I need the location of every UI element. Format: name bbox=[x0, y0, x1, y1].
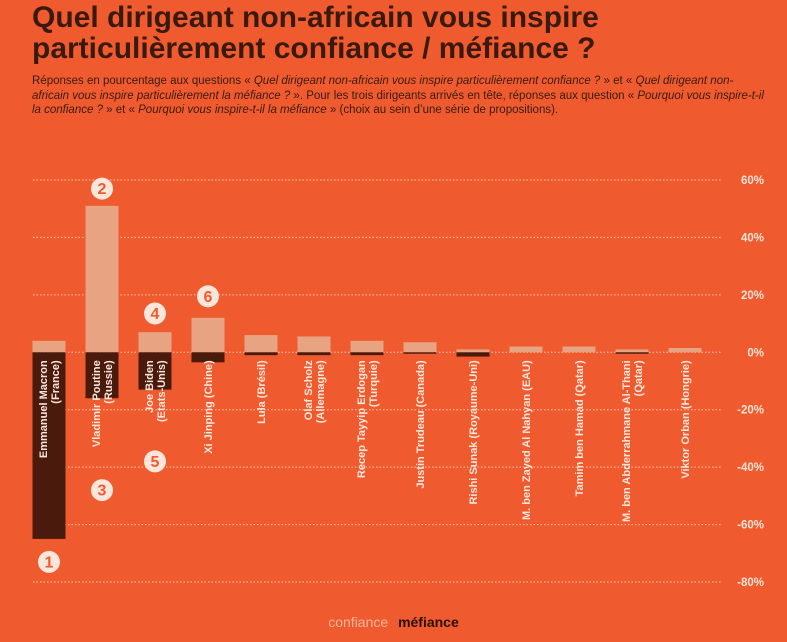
bar-confiance bbox=[85, 205, 119, 353]
category-label: Vladimir Poutine bbox=[91, 360, 103, 447]
bar-mefiance bbox=[138, 352, 172, 390]
title-line-2: particulièrement confiance / méfiance ? bbox=[32, 32, 596, 65]
subtitle-question-4: Pourquoi vous inspire-t-il la méfiance bbox=[138, 104, 327, 116]
category-label: Lula (Brésil) bbox=[256, 360, 268, 424]
category-label: (Turquie) bbox=[368, 360, 380, 407]
subtitle-text-5: » (choix au sein d’une série de proposit… bbox=[326, 104, 559, 116]
bar-confiance bbox=[138, 332, 172, 353]
chart-subtitle: Réponses en pourcentage aux questions « … bbox=[32, 74, 770, 118]
bar-confiance bbox=[191, 317, 225, 353]
bar-mefiance bbox=[244, 352, 278, 356]
y-tick-label: -20% bbox=[737, 405, 764, 417]
y-tick-label: -40% bbox=[737, 462, 764, 474]
subtitle-text-2: » et « bbox=[600, 75, 636, 87]
category-label: Emmanuel Macron bbox=[38, 360, 50, 458]
y-tick-label: 40% bbox=[741, 232, 764, 244]
subtitle-text-4: » et « bbox=[102, 104, 139, 116]
bar-mefiance bbox=[297, 352, 331, 356]
bar-mefiance bbox=[85, 352, 119, 399]
y-tick-label: 60% bbox=[741, 175, 764, 187]
bar-mefiance bbox=[32, 352, 66, 539]
category-label: (France) bbox=[50, 360, 62, 404]
bar-confiance bbox=[615, 349, 649, 353]
category-label: (Allemagne) bbox=[315, 360, 327, 423]
category-label: M. ben Abderrahmane Al-Thani bbox=[621, 360, 633, 522]
category-label: Xi Jinping (Chine) bbox=[203, 360, 215, 454]
category-label: Viktor Orban (Hongrie) bbox=[680, 360, 692, 479]
legend: confiance méfiance bbox=[0, 614, 787, 630]
bar-mefiance bbox=[191, 352, 225, 363]
bar-confiance bbox=[350, 340, 384, 353]
category-label: M. ben Zayed Al Nahyan (EAU) bbox=[521, 360, 533, 520]
bar-confiance bbox=[456, 349, 490, 353]
bar-confiance bbox=[562, 346, 596, 353]
category-label: Justin Trudeau (Canada) bbox=[415, 360, 427, 489]
bar-mefiance bbox=[403, 352, 437, 354]
rank-badge bbox=[144, 302, 166, 325]
rank-badge bbox=[38, 550, 60, 573]
bar-confiance bbox=[668, 347, 702, 353]
y-tick-label: 0% bbox=[747, 347, 764, 359]
subtitle-question-1: Quel dirigeant non-africain vous inspire… bbox=[253, 75, 601, 87]
bar-confiance bbox=[32, 340, 66, 353]
rank-badge bbox=[91, 479, 113, 502]
rank-badge-label: 4 bbox=[151, 306, 160, 323]
bar-confiance bbox=[509, 346, 543, 353]
y-tick-label: -80% bbox=[737, 577, 764, 589]
category-label: Rishi Sunak (Royaume-Uni) bbox=[468, 360, 480, 505]
category-label: Olaf Scholz bbox=[303, 360, 315, 420]
bar-mefiance bbox=[456, 352, 490, 357]
category-label: Recep Tayyip Erdogan bbox=[356, 360, 368, 478]
rank-badge-label: 2 bbox=[98, 181, 107, 198]
legend-confiance: confiance bbox=[328, 614, 389, 630]
bar-chart: 60% 40% 20% 0% -20% -40% -60% -80% Emmanuel Macr… bbox=[32, 175, 764, 589]
bar-mefiance bbox=[350, 352, 384, 356]
y-tick-label: -60% bbox=[737, 520, 764, 532]
bar-confiance bbox=[403, 342, 437, 353]
subtitle-text-1: Réponses en pourcentage aux questions « bbox=[32, 75, 254, 87]
bar-confiance bbox=[297, 336, 331, 353]
rank-badge-label: 5 bbox=[151, 454, 160, 471]
subtitle-question-2: Quel dirigeant non-africain vous inspire… bbox=[32, 75, 734, 102]
subtitle-question-3: Pourquoi vous inspire-t-il la confiance … bbox=[32, 89, 764, 117]
bar-mefiance bbox=[615, 352, 649, 354]
title-line-1: Quel dirigeant non-africain vous inspire bbox=[32, 1, 599, 34]
category-label: Joe Biden bbox=[144, 360, 156, 413]
category-label: (Russie) bbox=[103, 360, 115, 404]
category-label: (Qatar) bbox=[633, 360, 645, 396]
rank-badge bbox=[144, 450, 166, 473]
bar-confiance bbox=[244, 335, 278, 353]
subtitle-text-3: ». Pour les trois dirigeants arrivés en … bbox=[290, 89, 638, 102]
rank-badge-label: 6 bbox=[204, 289, 213, 306]
rank-badge-label: 1 bbox=[45, 554, 54, 571]
chart-title: Quel dirigeant non-africain vous inspire… bbox=[32, 2, 772, 64]
category-label: Tamim ben Hamad (Qatar) bbox=[574, 360, 586, 496]
rank-badge bbox=[197, 285, 219, 308]
rank-badge bbox=[91, 177, 113, 200]
category-label: (Etats-Unis) bbox=[156, 360, 168, 422]
rank-badge-label: 3 bbox=[98, 483, 107, 500]
legend-mefiance: méfiance bbox=[398, 614, 459, 630]
y-tick-label: 20% bbox=[741, 290, 764, 302]
